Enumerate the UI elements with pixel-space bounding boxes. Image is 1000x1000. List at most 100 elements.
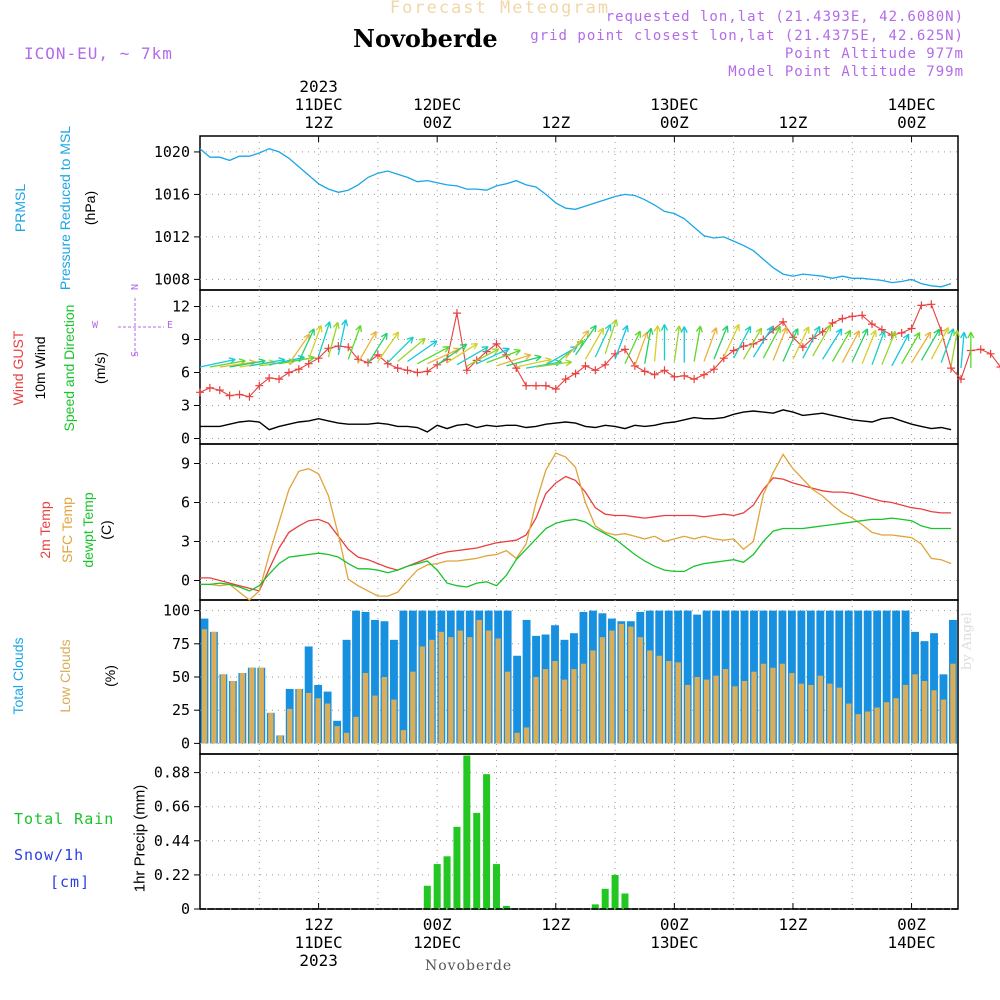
low-cloud-bar	[211, 631, 217, 744]
low-cloud-bar	[874, 707, 880, 744]
wind-direction-arrow	[812, 324, 832, 357]
rain-bar	[453, 826, 461, 909]
low-cloud-bar	[381, 677, 388, 744]
ytick-label-clouds: 100	[163, 602, 190, 620]
low-cloud-bar	[372, 695, 378, 744]
wind-direction-arrowhead	[660, 324, 669, 331]
requested-coords: requested lon,lat (21.4393E, 42.6080N)	[605, 9, 964, 25]
wind-direction-arrowhead	[491, 348, 500, 355]
gust-marker	[897, 328, 906, 337]
ytick-label-clouds: 50	[172, 668, 190, 686]
gust-marker	[907, 324, 916, 333]
low-cloud-bar	[400, 730, 407, 744]
rain-bar	[443, 856, 451, 909]
low-cloud-bar	[230, 680, 236, 744]
wind-direction-arrow	[861, 330, 877, 364]
snow-legend: Snow/1h	[14, 846, 85, 864]
total-cloud-bar	[854, 610, 863, 744]
gust-marker	[640, 367, 649, 376]
total-cloud-bar	[892, 610, 901, 744]
low-cloud-bar	[628, 626, 634, 744]
wind-direction-arrow	[851, 328, 869, 362]
wind-direction-arrow	[288, 333, 311, 365]
low-cloud-bar	[685, 684, 691, 744]
low-cloud-bar	[846, 703, 852, 744]
wind-direction-arrowhead	[933, 328, 941, 336]
wind-direction-arrow	[367, 332, 388, 365]
panel-frame-pressure	[199, 135, 959, 291]
wind-direction-arrow	[526, 361, 562, 369]
low-cloud-bar	[239, 673, 245, 744]
rain-bar	[492, 864, 500, 909]
gust-marker	[423, 367, 432, 376]
wind-direction-arrow	[229, 360, 266, 368]
gust-marker	[798, 343, 807, 352]
gust-marker	[680, 371, 689, 380]
low-cloud-bar	[893, 698, 899, 744]
gust-marker	[868, 320, 877, 329]
wind-direction-arrow	[476, 347, 510, 365]
low-cloud-bar	[637, 637, 643, 744]
rain-bar	[483, 774, 491, 909]
gust-marker	[729, 346, 738, 355]
low-cloud-bar	[448, 637, 454, 744]
wind-direction-arrowhead	[513, 348, 521, 356]
gust-marker	[225, 391, 234, 400]
wind-direction-arrow	[327, 322, 339, 358]
wind-direction-arrowhead	[781, 326, 788, 334]
wind-direction-arrow	[792, 326, 810, 360]
total-cloud-bar	[740, 610, 749, 744]
low-cloud-bar	[324, 703, 331, 744]
gust-marker	[205, 383, 214, 392]
rain-bar	[601, 888, 609, 909]
wind-direction-arrow	[742, 327, 763, 360]
rain-bar	[423, 885, 431, 909]
low-cloud-bar	[533, 677, 539, 744]
wind-direction-arrowhead	[355, 324, 362, 333]
low-cloud-bar	[884, 702, 890, 744]
low-cloud-bar	[486, 630, 492, 744]
total-cloud-bar	[806, 610, 815, 744]
wind-direction-arrowhead	[844, 329, 852, 338]
ytick-label-clouds: 0	[181, 734, 190, 752]
wind-speed-line	[200, 409, 952, 433]
total-cloud-bar	[835, 610, 844, 744]
wind-direction-arrowhead	[634, 330, 642, 338]
low-cloud-bar	[438, 631, 444, 744]
gust-marker	[719, 354, 728, 363]
rain-bar	[611, 874, 619, 909]
gust-marker	[462, 366, 471, 375]
wind-direction-arrow	[634, 331, 648, 367]
low-cloud-bar	[732, 686, 738, 744]
wind-direction-arrow	[752, 326, 774, 358]
wind-direction-arrow	[594, 324, 612, 358]
gust-marker	[541, 381, 550, 390]
wind-direction-arrowhead	[680, 326, 688, 333]
gust-marker	[601, 360, 610, 369]
wind-direction-arrow	[387, 336, 414, 364]
low-cloud-bar	[741, 680, 748, 744]
wind-direction-arrow	[427, 347, 461, 365]
gust-marker	[245, 392, 254, 401]
gust-marker	[620, 345, 629, 354]
low-cloud-bar	[798, 683, 804, 744]
wind-direction-arrow	[298, 328, 315, 362]
top-time-label: 00Z	[897, 113, 926, 132]
gust-marker	[917, 301, 926, 310]
ytick-label-pressure: 1008	[154, 270, 190, 288]
wind-direction-arrow	[723, 324, 740, 358]
model-label: ICON-EU, ~ 7km	[24, 44, 173, 63]
low-cloud-bar	[410, 671, 416, 744]
wind-direction-arrowhead	[913, 331, 921, 340]
wind-direction-arrow	[209, 360, 246, 368]
gust-marker	[581, 361, 590, 370]
wind-direction-arrowhead	[721, 325, 729, 333]
low-cloud-bar	[287, 708, 293, 744]
bottom-time-label: 11DEC	[295, 933, 343, 952]
gust-marker	[660, 366, 669, 375]
ytick-label-pressure: 1016	[154, 185, 190, 203]
low-cloud-bar	[865, 711, 871, 744]
wind-direction-arrow	[456, 346, 489, 366]
ytick-label-clouds: 25	[172, 701, 190, 719]
wind-direction-arrow	[269, 356, 305, 366]
